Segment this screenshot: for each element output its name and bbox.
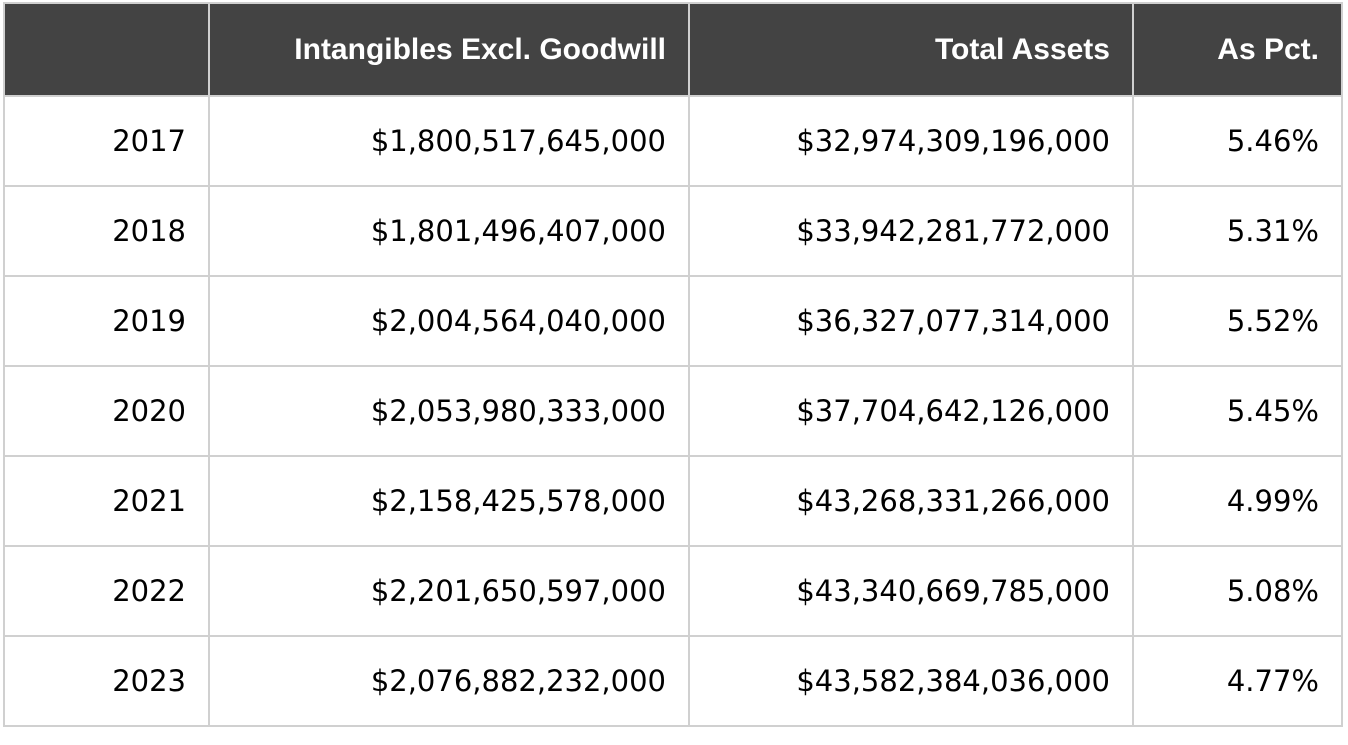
pct-cell: 5.31% <box>1132 185 1343 277</box>
table-row: 2017 $1,800,517,645,000 $32,974,309,196,… <box>3 95 1343 187</box>
pct-cell: 5.08% <box>1132 545 1343 637</box>
intangibles-cell: $1,801,496,407,000 <box>208 185 690 277</box>
total-assets-cell: $36,327,077,314,000 <box>688 275 1134 367</box>
pct-cell: 5.46% <box>1132 95 1343 187</box>
year-cell: 2017 <box>3 95 210 187</box>
header-row: Intangibles Excl. Goodwill Total Assets … <box>3 2 1343 97</box>
year-cell: 2022 <box>3 545 210 637</box>
table-row: 2020 $2,053,980,333,000 $37,704,642,126,… <box>3 365 1343 457</box>
header-total-assets: Total Assets <box>688 2 1134 97</box>
year-cell: 2018 <box>3 185 210 277</box>
pct-cell: 4.99% <box>1132 455 1343 547</box>
year-cell: 2023 <box>3 635 210 727</box>
intangibles-cell: $1,800,517,645,000 <box>208 95 690 187</box>
pct-cell: 4.77% <box>1132 635 1343 727</box>
intangibles-cell: $2,076,882,232,000 <box>208 635 690 727</box>
total-assets-cell: $37,704,642,126,000 <box>688 365 1134 457</box>
total-assets-cell: $32,974,309,196,000 <box>688 95 1134 187</box>
total-assets-cell: $33,942,281,772,000 <box>688 185 1134 277</box>
table-row: 2018 $1,801,496,407,000 $33,942,281,772,… <box>3 185 1343 277</box>
header-as-pct: As Pct. <box>1132 2 1343 97</box>
intangibles-cell: $2,053,980,333,000 <box>208 365 690 457</box>
pct-cell: 5.52% <box>1132 275 1343 367</box>
intangibles-cell: $2,201,650,597,000 <box>208 545 690 637</box>
table-row: 2022 $2,201,650,597,000 $43,340,669,785,… <box>3 545 1343 637</box>
year-cell: 2021 <box>3 455 210 547</box>
year-cell: 2019 <box>3 275 210 367</box>
pct-cell: 5.45% <box>1132 365 1343 457</box>
intangibles-cell: $2,158,425,578,000 <box>208 455 690 547</box>
intangibles-cell: $2,004,564,040,000 <box>208 275 690 367</box>
table-row: 2021 $2,158,425,578,000 $43,268,331,266,… <box>3 455 1343 547</box>
table-row: 2019 $2,004,564,040,000 $36,327,077,314,… <box>3 275 1343 367</box>
total-assets-cell: $43,582,384,036,000 <box>688 635 1134 727</box>
data-table: Intangibles Excl. Goodwill Total Assets … <box>3 2 1343 727</box>
total-assets-cell: $43,340,669,785,000 <box>688 545 1134 637</box>
header-intangibles: Intangibles Excl. Goodwill <box>208 2 690 97</box>
header-year <box>3 2 210 97</box>
total-assets-cell: $43,268,331,266,000 <box>688 455 1134 547</box>
year-cell: 2020 <box>3 365 210 457</box>
table-row: 2023 $2,076,882,232,000 $43,582,384,036,… <box>3 635 1343 727</box>
